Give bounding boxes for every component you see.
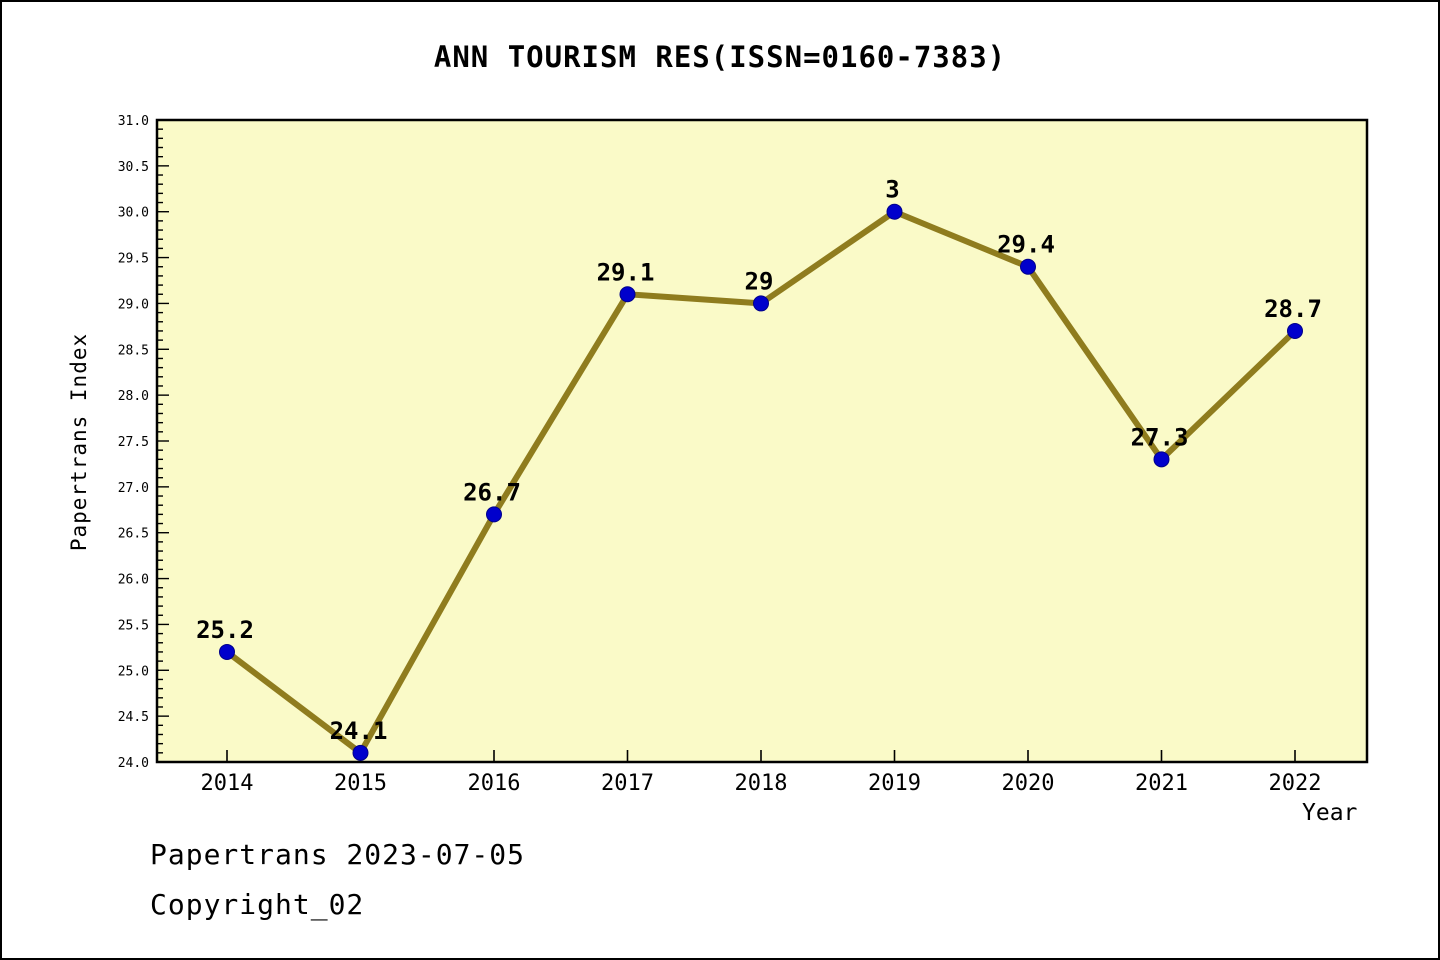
data-point <box>1287 322 1303 339</box>
data-point-label: 27.3 <box>1131 423 1189 451</box>
data-point <box>619 286 636 303</box>
data-point <box>1153 451 1170 468</box>
y-tick-label: 28.0 <box>118 389 149 404</box>
x-tick-label: 2014 <box>201 771 254 796</box>
data-point-label: 26.7 <box>463 478 521 506</box>
data-point-label: 25.2 <box>196 616 254 644</box>
x-axis-label: Year <box>1302 800 1358 826</box>
y-tick-label: 25.0 <box>118 664 149 679</box>
x-tick-label: 2019 <box>868 771 921 796</box>
y-tick-label: 26.0 <box>118 573 149 588</box>
y-tick-label: 27.5 <box>118 435 149 450</box>
data-point-label: 3 <box>885 176 899 204</box>
data-point <box>219 643 235 660</box>
y-tick-label: 28.5 <box>118 343 149 358</box>
x-tick-label: 2016 <box>468 771 521 796</box>
y-tick-label: 29.0 <box>118 297 149 312</box>
data-point <box>486 506 502 523</box>
y-tick-label: 30.0 <box>118 206 149 221</box>
x-tick-label: 2015 <box>334 771 387 796</box>
data-point <box>1020 258 1036 275</box>
y-tick-label: 26.5 <box>118 527 149 542</box>
x-tick-label: 2022 <box>1269 771 1322 796</box>
chart-title: ANN TOURISM RES(ISSN=0160-7383) <box>433 40 1007 74</box>
data-point-label: 29.4 <box>997 231 1055 259</box>
data-point-label: 24.1 <box>330 717 388 745</box>
y-tick-label: 24.5 <box>118 710 149 725</box>
x-tick-label: 2021 <box>1135 771 1188 796</box>
y-tick-label: 29.5 <box>118 252 149 267</box>
y-tick-label: 30.5 <box>118 160 149 175</box>
data-point-label: 29.1 <box>597 258 655 286</box>
plot-area <box>155 118 1369 764</box>
data-point-label: 28.7 <box>1264 295 1322 323</box>
x-tick-label: 2017 <box>601 771 654 796</box>
y-tick-label: 25.5 <box>118 618 149 633</box>
y-tick-label: 24.0 <box>118 756 149 771</box>
x-tick-label: 2020 <box>1002 771 1055 796</box>
data-point <box>753 295 769 312</box>
data-point <box>352 744 369 761</box>
footer-watermark: Papertrans 2023-07-05 <box>150 838 526 871</box>
data-point <box>886 203 903 220</box>
footer-copyright: Copyright_02 <box>150 888 365 921</box>
x-tick-label: 2018 <box>735 771 788 796</box>
y-tick-label: 31.0 <box>118 114 149 129</box>
y-axis-label: Papertrans Index <box>67 332 91 552</box>
y-tick-label: 27.0 <box>118 481 149 496</box>
data-point-label: 29 <box>745 267 774 295</box>
